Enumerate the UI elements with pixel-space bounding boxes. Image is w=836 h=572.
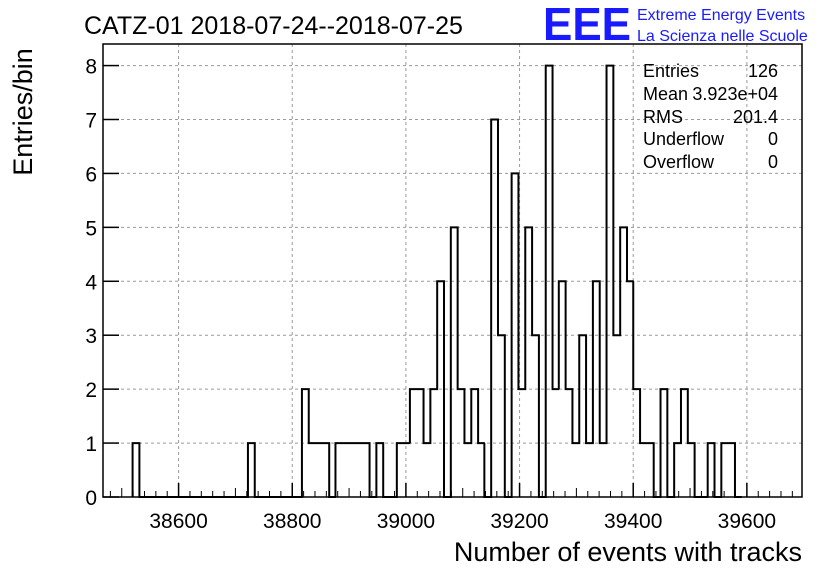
histogram-bin xyxy=(728,443,735,497)
x-tick-label: 39600 xyxy=(718,510,776,533)
eee-logo: EEE Extreme Energy Events La Scienza nel… xyxy=(543,0,808,50)
y-axis-label: Entries/bin xyxy=(8,48,38,176)
histogram-bin xyxy=(586,443,593,497)
histogram-bin xyxy=(674,443,681,497)
stats-underflow-value: 0 xyxy=(768,129,778,149)
logo-line2: La Scienza nelle Scuole xyxy=(637,28,808,45)
x-tick-label: 39000 xyxy=(377,510,435,533)
stats-underflow-label: Underflow xyxy=(643,129,725,149)
histogram-bin xyxy=(356,443,363,497)
x-tick-label: 38800 xyxy=(263,510,321,533)
stats-mean-label: Mean xyxy=(643,84,688,104)
y-tick-label: 3 xyxy=(85,325,97,348)
stats-rms-label: RMS xyxy=(643,107,683,127)
y-tick-label: 1 xyxy=(85,433,97,456)
x-tick-label: 39200 xyxy=(490,510,548,533)
stats-rms-value: 201.4 xyxy=(733,107,778,127)
plot-frame xyxy=(102,43,803,498)
histogram-bin xyxy=(498,335,505,497)
histogram-bin xyxy=(640,443,647,497)
histogram-bin xyxy=(600,443,607,497)
histogram-bin xyxy=(133,443,140,497)
histogram-bin xyxy=(404,443,411,497)
x-tick-label: 38600 xyxy=(149,510,207,533)
histogram-bin xyxy=(620,227,627,497)
stats-box: Entries 126 Mean 3.923e+04 RMS 201.4 Und… xyxy=(643,61,778,172)
histogram-bin xyxy=(708,443,715,497)
y-tick-label: 4 xyxy=(85,271,97,294)
histogram-bin xyxy=(525,227,532,497)
chart-title: CATZ-01 2018-07-24--2018-07-25 xyxy=(84,12,463,40)
histogram-bin xyxy=(451,227,458,497)
histogram-bin xyxy=(424,443,431,497)
stats-entries-label: Entries xyxy=(643,61,699,81)
y-tick-label: 2 xyxy=(85,379,97,402)
x-axis-label: Number of events with tracks xyxy=(454,537,802,567)
y-tick-label: 0 xyxy=(85,487,97,510)
histogram-bin xyxy=(349,443,356,497)
stats-entries-value: 126 xyxy=(748,61,778,81)
histogram-bin xyxy=(721,443,728,497)
histogram-bin xyxy=(309,443,316,497)
histogram-bin xyxy=(248,443,255,497)
histogram-bin xyxy=(647,443,654,497)
histogram-bin xyxy=(376,443,383,497)
histogram-outline xyxy=(131,64,742,498)
histogram-bin xyxy=(572,443,579,497)
histogram-bin xyxy=(342,443,349,497)
histogram-bin xyxy=(363,443,370,497)
y-tick-label: 8 xyxy=(85,56,97,79)
histogram-bin xyxy=(322,443,329,497)
x-tick-label: 39400 xyxy=(604,510,662,533)
logo-line1: Extreme Energy Events xyxy=(637,7,805,24)
logo-letters: EEE xyxy=(543,0,631,50)
grid-lines xyxy=(103,44,802,497)
histogram-bin xyxy=(613,335,620,497)
y-tick-label: 6 xyxy=(85,163,97,186)
histogram-bin xyxy=(464,443,471,497)
histogram-bin xyxy=(335,443,342,497)
y-tick-label: 5 xyxy=(85,217,97,240)
histogram-bin xyxy=(532,335,539,497)
histogram-bin xyxy=(316,443,323,497)
histogram-bin xyxy=(397,443,404,497)
x-tick-labels: 38600 38800 39000 39200 39400 39600 xyxy=(149,510,776,533)
stats-overflow-label: Overflow xyxy=(643,152,715,172)
y-tick-label: 7 xyxy=(85,110,97,133)
y-tick-labels: 0 1 2 3 4 5 6 7 8 xyxy=(85,56,97,510)
stats-overflow-value: 0 xyxy=(768,152,778,172)
histogram-bin xyxy=(491,120,498,498)
histogram-bin xyxy=(688,443,695,497)
axis-ticks xyxy=(103,64,793,498)
histogram-bin xyxy=(579,335,586,497)
stats-mean-value: 3.923e+04 xyxy=(692,84,778,104)
